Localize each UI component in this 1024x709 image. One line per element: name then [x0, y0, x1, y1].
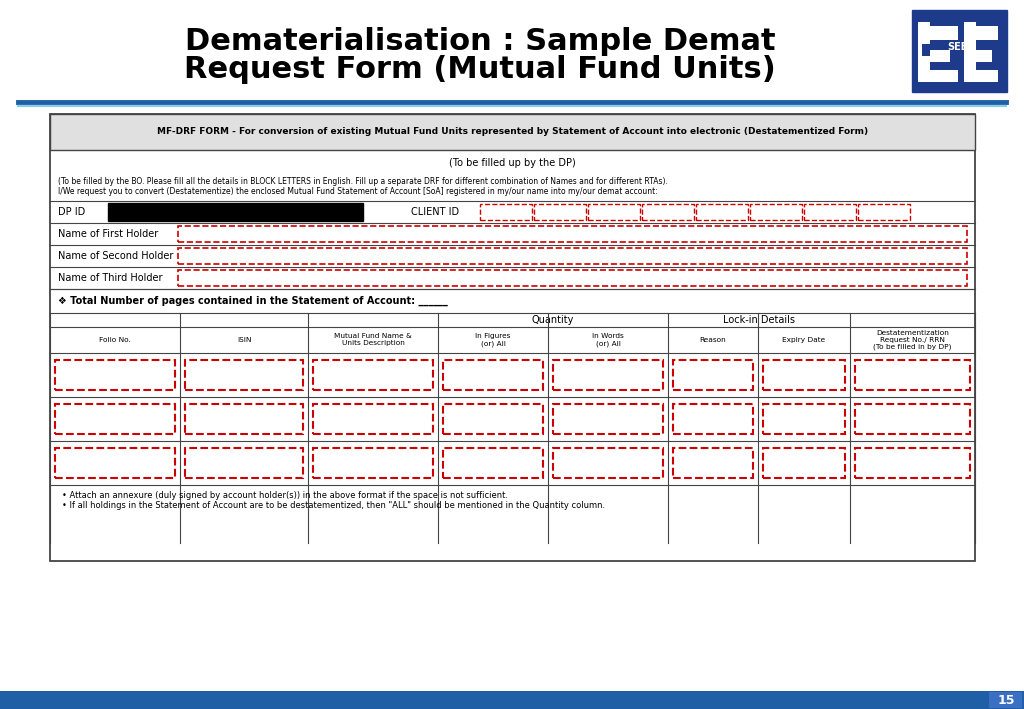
Text: Dematerialisation : Sample Demat: Dematerialisation : Sample Demat: [184, 28, 775, 57]
Bar: [930, 70, 958, 82]
Text: MF-DRF FORM - For conversion of existing Mutual Fund Units represented by Statem: MF-DRF FORM - For conversion of existing…: [157, 128, 868, 137]
Bar: [763, 448, 845, 478]
Text: Folio No.: Folio No.: [99, 337, 131, 343]
Bar: [918, 22, 930, 82]
Bar: [443, 360, 543, 390]
Text: ❖ Total Number of pages contained in the Statement of Account: ______: ❖ Total Number of pages contained in the…: [58, 296, 447, 306]
Text: Lock-in Details: Lock-in Details: [723, 315, 795, 325]
Text: I/We request you to convert (Destatementize) the enclosed Mutual Fund Statement : I/We request you to convert (Destatement…: [58, 187, 657, 196]
Text: Quantity: Quantity: [531, 315, 574, 325]
Bar: [553, 404, 663, 434]
Text: • Attach an annexure (duly signed by account holder(s)) in the above format if t: • Attach an annexure (duly signed by acc…: [62, 491, 508, 500]
Bar: [50, 114, 975, 561]
Text: (To be filled by the BO. Please fill all the details in BLOCK LETTERS in English: (To be filled by the BO. Please fill all…: [58, 177, 668, 186]
Text: Destatementization
Request No./ RRN
(To be filled in by DP): Destatementization Request No./ RRN (To …: [873, 330, 951, 350]
Text: Reason: Reason: [699, 337, 726, 343]
Text: Mutual Fund Name &
Units Description: Mutual Fund Name & Units Description: [334, 333, 412, 347]
Bar: [855, 448, 970, 478]
Bar: [108, 203, 362, 221]
Bar: [855, 404, 970, 434]
Bar: [855, 360, 970, 390]
Bar: [976, 26, 998, 40]
Bar: [964, 22, 976, 82]
Bar: [313, 404, 433, 434]
Bar: [443, 448, 543, 478]
Text: Expiry Date: Expiry Date: [782, 337, 825, 343]
Bar: [55, 448, 175, 478]
Text: In Words
(or) All: In Words (or) All: [592, 333, 624, 347]
Text: • If all holdings in the Statement of Account are to be destatementized, then "A: • If all holdings in the Statement of Ac…: [62, 501, 605, 510]
Bar: [55, 404, 175, 434]
Bar: [912, 10, 1007, 92]
Bar: [178, 248, 967, 264]
Text: Name of Third Holder: Name of Third Holder: [58, 273, 163, 283]
Bar: [185, 360, 303, 390]
Bar: [922, 44, 930, 56]
Bar: [588, 204, 640, 220]
Bar: [313, 448, 433, 478]
Bar: [480, 204, 532, 220]
Bar: [804, 204, 856, 220]
Bar: [930, 26, 958, 40]
Bar: [673, 404, 753, 434]
Bar: [0, 691, 1024, 709]
Bar: [553, 360, 663, 390]
Bar: [930, 50, 950, 62]
Text: DP ID: DP ID: [58, 207, 85, 217]
Text: SEBI: SEBI: [947, 42, 972, 52]
Bar: [976, 50, 992, 62]
Text: ISIN: ISIN: [237, 337, 251, 343]
Text: Name of First Holder: Name of First Holder: [58, 229, 159, 239]
Bar: [673, 360, 753, 390]
Text: CLIENT ID: CLIENT ID: [411, 207, 459, 217]
Bar: [178, 270, 967, 286]
Bar: [673, 448, 753, 478]
Text: Request Form (Mutual Fund Units): Request Form (Mutual Fund Units): [184, 55, 776, 84]
Bar: [313, 360, 433, 390]
Bar: [534, 204, 586, 220]
Bar: [858, 204, 910, 220]
Bar: [50, 114, 975, 150]
Text: (To be filled up by the DP): (To be filled up by the DP): [450, 158, 575, 168]
Bar: [763, 360, 845, 390]
Bar: [989, 692, 1022, 708]
Bar: [443, 404, 543, 434]
Bar: [976, 70, 998, 82]
Text: Name of Second Holder: Name of Second Holder: [58, 251, 173, 261]
Bar: [55, 360, 175, 390]
Bar: [185, 448, 303, 478]
Bar: [553, 448, 663, 478]
Text: In Figures
(or) All: In Figures (or) All: [475, 333, 511, 347]
Bar: [763, 404, 845, 434]
Bar: [185, 404, 303, 434]
Bar: [750, 204, 802, 220]
Bar: [696, 204, 748, 220]
Bar: [642, 204, 694, 220]
Text: 15: 15: [997, 693, 1015, 706]
Bar: [178, 226, 967, 242]
